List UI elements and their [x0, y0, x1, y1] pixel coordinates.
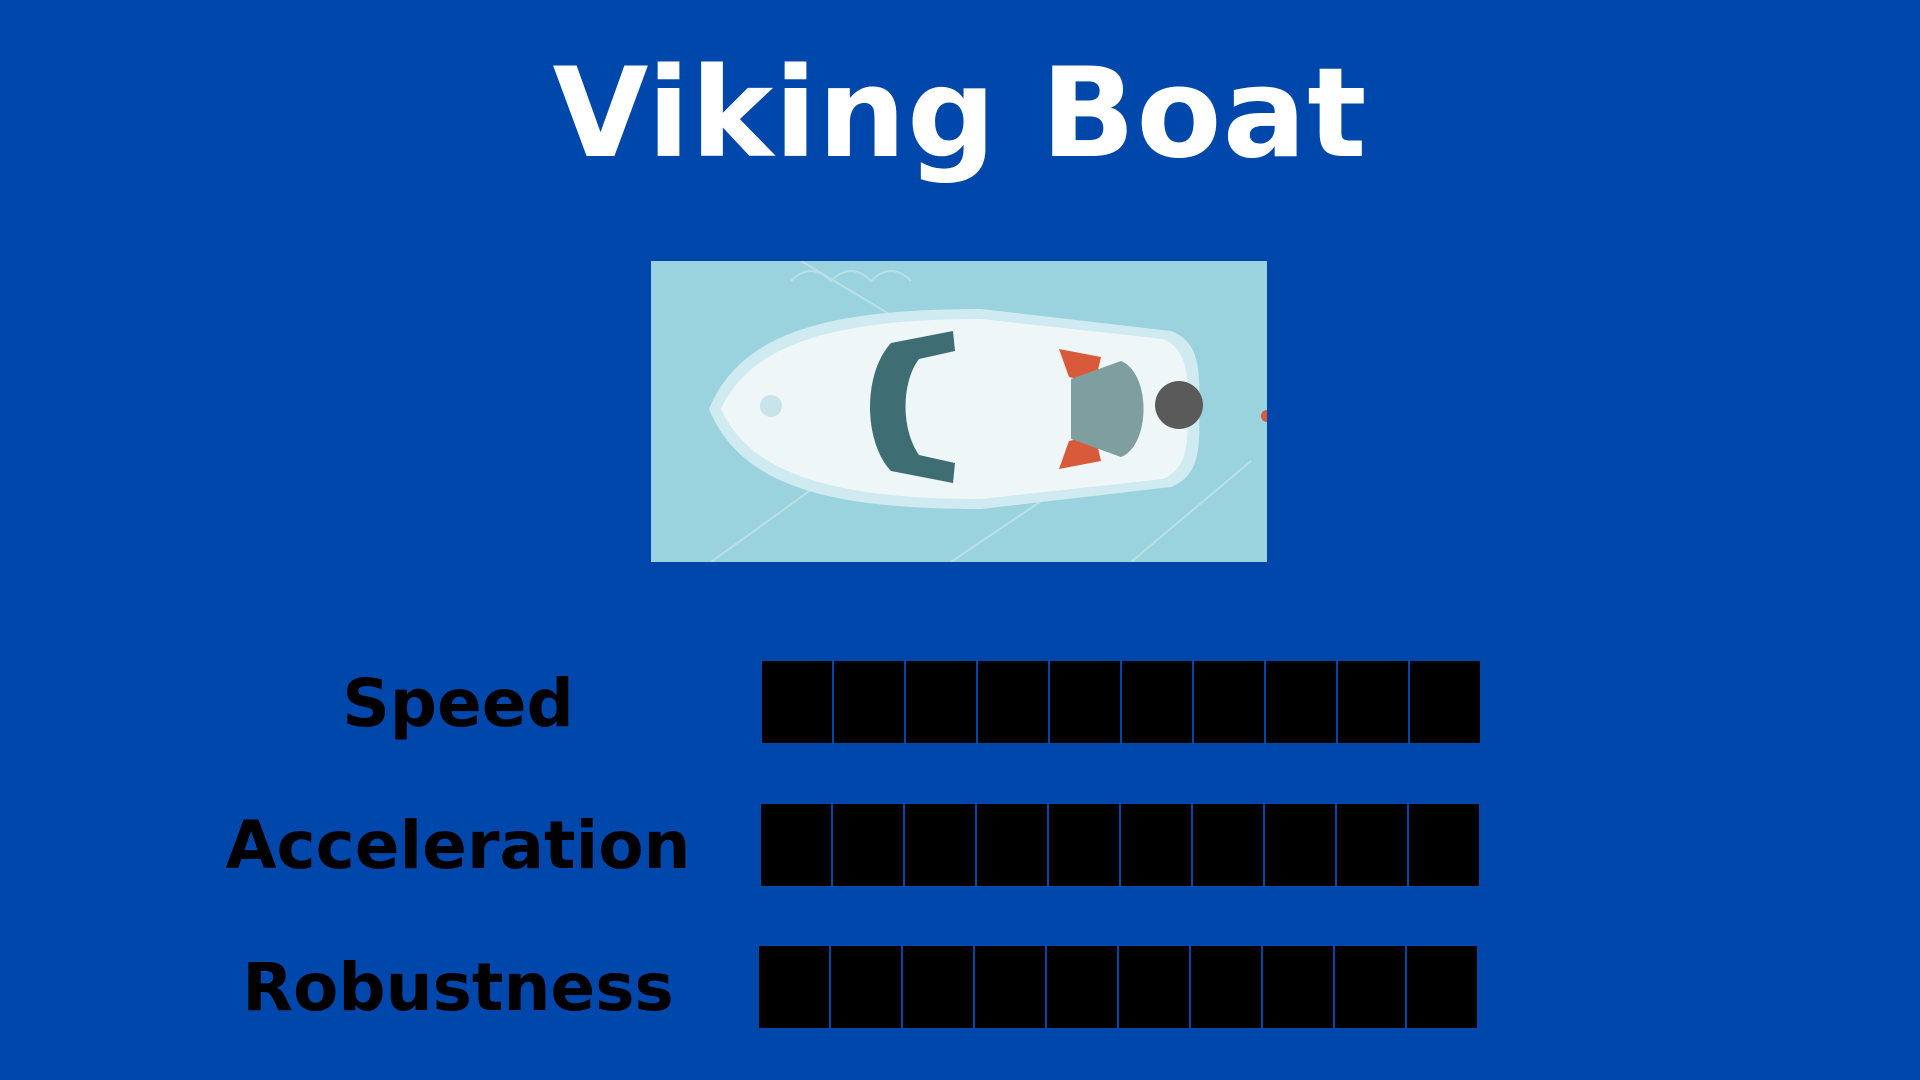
stat-segment [1191, 946, 1261, 1028]
stat-segment [1119, 946, 1189, 1028]
stat-label-speed: Speed [342, 665, 574, 742]
stat-segment [761, 804, 831, 886]
stat-segment [1335, 946, 1405, 1028]
stat-segment [978, 661, 1048, 743]
speed-bar [762, 661, 1482, 743]
stat-segment [1410, 661, 1480, 743]
speedboat-image [651, 261, 1267, 562]
stat-segment [1266, 661, 1336, 743]
stat-segment [833, 804, 903, 886]
stat-segment [1193, 804, 1263, 886]
stat-label-robustness: Robustness [242, 949, 674, 1026]
stat-segment [1409, 804, 1479, 886]
stat-segment [831, 946, 901, 1028]
stat-segment [1263, 946, 1333, 1028]
stat-segment [903, 946, 973, 1028]
stat-segment [977, 804, 1047, 886]
stat-segment [1194, 661, 1264, 743]
stat-segment [975, 946, 1045, 1028]
stat-label-acceleration: Acceleration [225, 807, 691, 884]
stat-segment [1049, 804, 1119, 886]
stat-segment [1122, 661, 1192, 743]
boat-title: Viking Boat [552, 42, 1368, 186]
stat-segment [762, 661, 832, 743]
stat-segment [905, 804, 975, 886]
stat-segment [1407, 946, 1477, 1028]
stat-segment [759, 946, 829, 1028]
stat-segment [1047, 946, 1117, 1028]
stat-segment [1338, 661, 1408, 743]
stat-segment [834, 661, 904, 743]
robustness-bar [759, 946, 1479, 1028]
stat-segment [1050, 661, 1120, 743]
stat-segment [1265, 804, 1335, 886]
stat-segment [906, 661, 976, 743]
stat-segment [1337, 804, 1407, 886]
acceleration-bar [761, 804, 1481, 886]
stat-segment [1121, 804, 1191, 886]
